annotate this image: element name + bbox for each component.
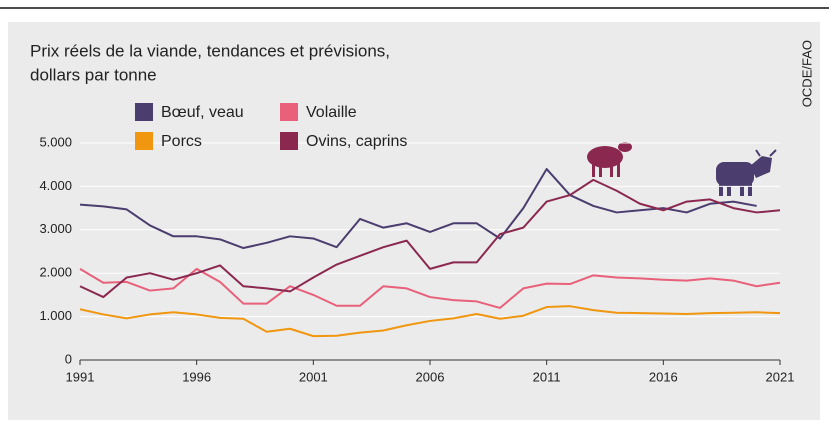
series-line — [79, 178, 781, 299]
legend-swatch — [135, 132, 153, 150]
x-tick-label: 2016 — [649, 369, 678, 384]
chart-subtitle: dollars par tonne — [30, 65, 157, 84]
y-tick-label: 4.000 — [39, 178, 72, 193]
y-tick-label: 0 — [65, 351, 72, 366]
y-tick-label: 1.000 — [39, 308, 72, 323]
legend-label: Porcs — [161, 133, 202, 150]
x-tick-label: 1996 — [182, 369, 211, 384]
legend-swatch — [280, 103, 298, 121]
y-tick-label: 3.000 — [39, 221, 72, 236]
legend-swatch — [280, 132, 298, 150]
legend-swatch — [135, 103, 153, 121]
cow-icon — [716, 149, 777, 196]
x-tick-label: 2021 — [766, 369, 795, 384]
series-line — [79, 168, 757, 250]
x-tick-label: 2011 — [533, 369, 561, 384]
legend-label: Bœuf, veau — [161, 104, 244, 121]
x-tick-label: 1991 — [66, 369, 95, 384]
y-tick-label: 5.000 — [39, 134, 72, 149]
x-tick-label: 2001 — [299, 369, 328, 384]
legend-label: Ovins, caprins — [306, 133, 407, 150]
source: OCDE/FAO — [799, 40, 814, 107]
y-tick-label: 2.000 — [39, 265, 72, 280]
series-line — [79, 305, 781, 338]
x-tick-label: 2006 — [416, 369, 445, 384]
sheep-icon — [587, 142, 632, 177]
series-line — [79, 267, 781, 309]
legend-label: Volaille — [306, 104, 357, 121]
chart-title: Prix réels de la viande, tendances et pr… — [30, 41, 390, 60]
